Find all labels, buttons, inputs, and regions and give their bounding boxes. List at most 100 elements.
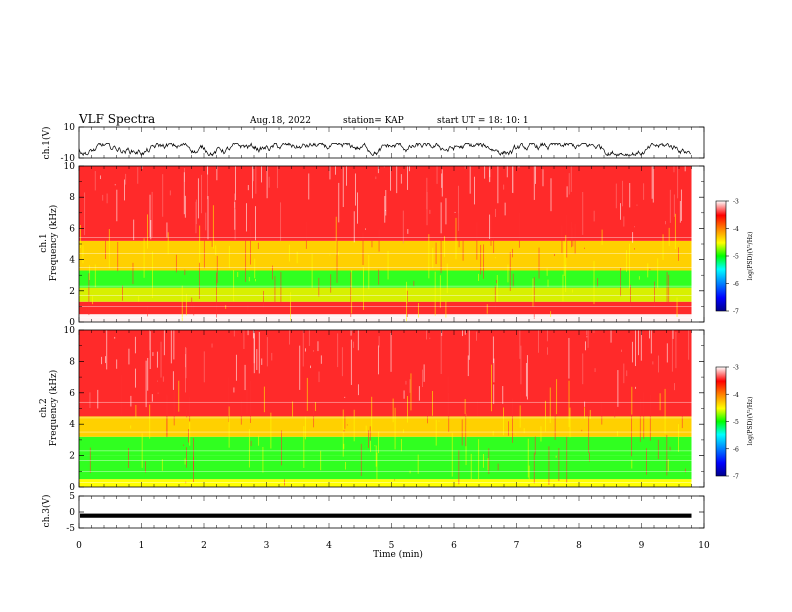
spec2-streak (478, 439, 480, 480)
spec2-streak (631, 459, 633, 469)
spec1-streak (538, 247, 540, 279)
spec2-streak (189, 422, 191, 446)
spec1-streak (506, 166, 508, 178)
ch1-waveform-panel: 10 -10 (61, 123, 705, 164)
spec2-streak (667, 459, 669, 472)
spec1-streak (649, 268, 651, 271)
spec1-streak (255, 206, 256, 241)
spec2-streak (315, 402, 317, 411)
spec1-streak (336, 236, 338, 283)
spec2-streak (635, 330, 636, 367)
spec2-streak (637, 330, 639, 356)
spec2-streak (262, 446, 264, 473)
spec2-streak (303, 426, 305, 468)
spec2-streak (203, 351, 205, 383)
spec1-streak (363, 266, 364, 310)
spec2-streak (584, 407, 585, 419)
spec2-streak (243, 330, 245, 350)
spec1-streak (535, 166, 536, 184)
spec2-streak (451, 433, 453, 477)
spec1-streak (354, 173, 356, 206)
colorbar-tick-label: -3 (733, 199, 739, 206)
spec1-streak (406, 290, 408, 318)
spec2-streak (149, 404, 151, 439)
spec2-streak (317, 341, 319, 352)
spec1-streak (233, 270, 235, 302)
spec1-streak (429, 209, 431, 214)
spec1-streak (532, 278, 534, 307)
spec2-streak (417, 454, 419, 474)
spec2-streak (581, 429, 583, 432)
colorbar-ch1-label: log(PSD)(V²/Hz) (747, 232, 754, 281)
spec1-streak (413, 280, 415, 287)
colorbar-tick-label: -6 (733, 446, 739, 453)
spec2-streak (468, 330, 470, 360)
spec2-streak (240, 400, 242, 425)
spec2-streak (617, 431, 618, 437)
spec2-streak (228, 406, 230, 448)
spec2-streak (585, 341, 586, 351)
spec1-streak (151, 191, 153, 238)
spec1-streak (582, 191, 584, 235)
spec1-streak (246, 203, 247, 232)
spec2-streak (390, 332, 392, 372)
spec2-streak (253, 333, 255, 374)
spec2-streak (156, 351, 158, 368)
spec2-streak (520, 345, 522, 385)
spec2-streak (671, 330, 673, 372)
spec1-streak (678, 247, 679, 261)
spec1-ytick-label: 6 (69, 224, 75, 234)
spec2-streak (376, 452, 378, 487)
spec2-streak (344, 413, 346, 429)
spec2-streak (427, 409, 428, 424)
spec2-streak (462, 330, 463, 337)
spec1-streak (329, 166, 331, 180)
colorbar-tick-label: -5 (733, 254, 739, 261)
spec1-streak (440, 229, 442, 274)
spec2-streak (166, 396, 168, 436)
spec2-streak (104, 356, 106, 364)
spec1-streak (563, 242, 565, 276)
spec1-streak (195, 199, 197, 225)
spec1-streak (216, 166, 218, 181)
spec2-streak (310, 365, 311, 369)
spec2-streak (423, 364, 425, 382)
spec1-band-1 (79, 301, 692, 315)
spec2-streak (173, 330, 175, 360)
spec1-streak (512, 273, 514, 287)
spec1-streak (478, 273, 479, 281)
spec1-streak (490, 215, 492, 246)
spec1-streak (193, 303, 195, 316)
spec1-streak (234, 201, 236, 230)
spec2-streak (582, 353, 584, 385)
spec1-streak (615, 183, 617, 209)
spec1-streak (550, 178, 552, 212)
spec2-streak (614, 409, 616, 418)
spec2-streak (352, 330, 354, 331)
spec1-streak (162, 174, 164, 217)
spec2-streak (405, 380, 407, 385)
spec1-streak (266, 166, 268, 199)
spec2-streak (261, 358, 263, 365)
spec1-streak (565, 264, 567, 293)
spec2-streak (256, 349, 258, 370)
spec1-streak (390, 166, 391, 191)
spec1-streak (116, 189, 118, 222)
spec2-streak (370, 440, 371, 452)
spec1-streak (396, 166, 398, 194)
spec1-streak (92, 295, 93, 305)
spec1-streak (257, 242, 259, 250)
spec2-streak (652, 361, 654, 365)
spec1-streak (673, 166, 675, 173)
spec1-streak (533, 166, 535, 200)
spec1-streak (630, 284, 631, 310)
spec1-streak (445, 301, 447, 318)
spec1-streak (125, 173, 127, 185)
spec1-streak (464, 166, 466, 169)
spec2-streak (403, 429, 405, 433)
spec1-streak (409, 166, 410, 172)
spec1-streak (458, 185, 459, 231)
spec1-streak (629, 183, 631, 208)
spec2-streak (461, 419, 463, 446)
spec1-band-2 (79, 287, 692, 302)
